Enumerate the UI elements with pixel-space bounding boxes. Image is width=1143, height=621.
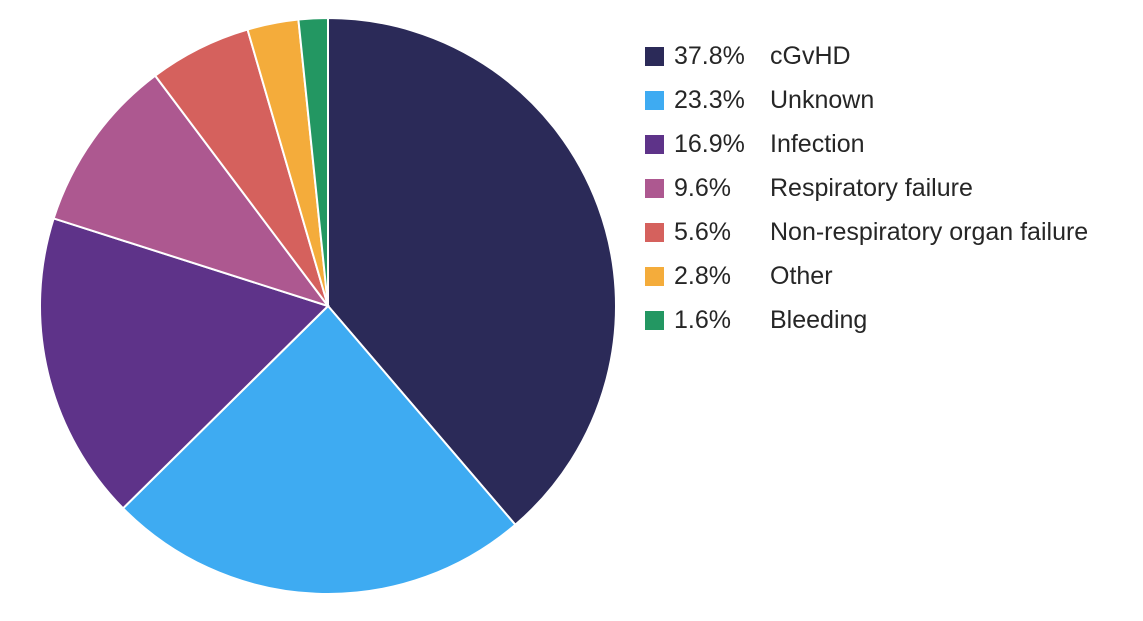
legend-item: 5.6% Non-respiratory organ failure — [645, 210, 1088, 254]
legend-label: Unknown — [770, 85, 875, 114]
legend-value: 2.8% — [674, 261, 731, 290]
legend-swatch — [645, 90, 664, 110]
legend-item: 1.6% Bleeding — [645, 298, 1088, 342]
legend-value: 23.3% — [674, 85, 745, 114]
legend-swatch — [645, 46, 664, 66]
legend-value: 37.8% — [674, 41, 745, 70]
legend-swatch — [645, 178, 664, 198]
legend-item: 16.9% Infection — [645, 122, 1088, 166]
pie-slice-bleeding — [297, 16, 329, 307]
pie-slice-infection — [39, 217, 330, 510]
legend-label: Bleeding — [770, 305, 868, 334]
legend-swatch — [645, 222, 664, 242]
legend-value: 5.6% — [674, 217, 731, 246]
legend-item: 23.3% Unknown — [645, 78, 1088, 122]
legend-item: 2.8% Other — [645, 254, 1088, 298]
legend-label: cGvHD — [770, 41, 851, 70]
pie-plot-area — [39, 16, 617, 595]
pie-slice-unknown — [121, 304, 517, 595]
legend-item: 37.8% cGvHD — [645, 34, 1088, 78]
legend-label: Infection — [770, 129, 865, 158]
legend-label: Respiratory failure — [770, 173, 973, 202]
legend-item: 9.6% Respiratory failure — [645, 166, 1088, 210]
legend-label: Non-respiratory organ failure — [770, 217, 1089, 246]
legend-swatch — [645, 266, 664, 286]
legend-swatch — [645, 310, 664, 330]
legend-value: 1.6% — [674, 305, 731, 334]
legend-value: 16.9% — [674, 129, 745, 158]
pie-slice-respiratory-failure — [52, 74, 331, 308]
legend-swatch — [645, 134, 664, 154]
legend-value: 9.6% — [674, 173, 731, 202]
legend: 37.8% cGvHD 23.3% Unknown 16.9% Infection 9.6%… — [645, 34, 1088, 342]
pie-slice-cgvhd — [327, 16, 617, 527]
legend-label: Other — [770, 261, 833, 290]
